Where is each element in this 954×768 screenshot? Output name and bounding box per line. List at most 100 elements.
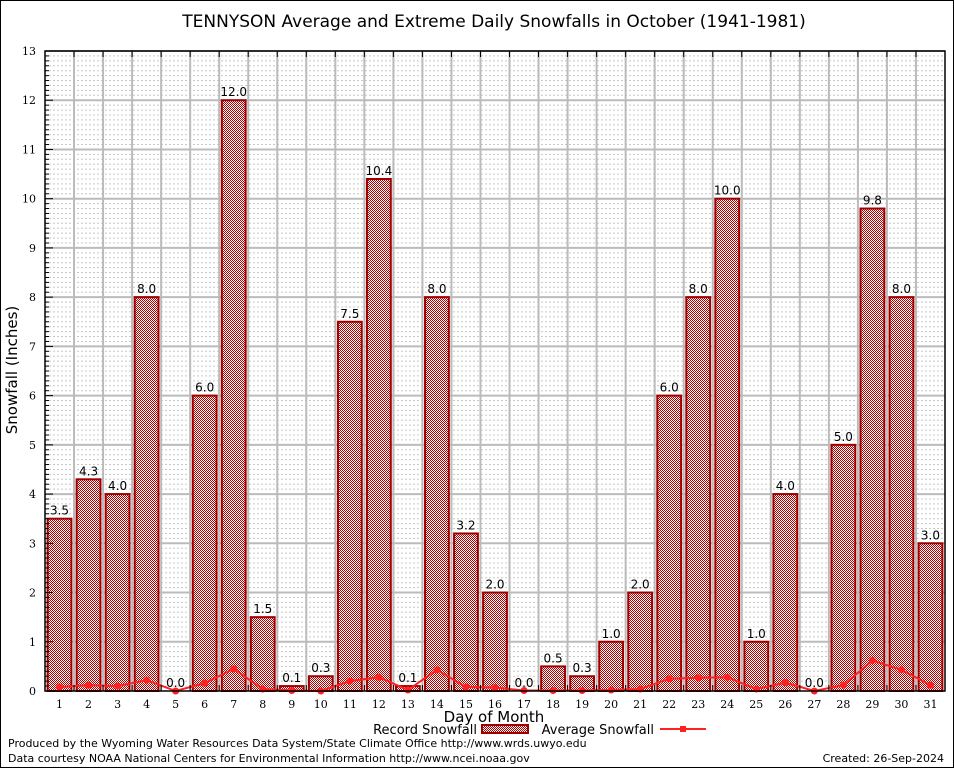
x-tick-label: 1: [56, 698, 63, 711]
legend-record-swatch: [481, 724, 529, 734]
record-bar: [772, 493, 799, 693]
average-point: [897, 666, 905, 674]
bar-value-label: 1.0: [602, 627, 621, 641]
record-bar: [453, 532, 479, 693]
y-tick-label: 4: [29, 488, 36, 501]
y-tick-label: 1: [29, 636, 36, 649]
plot-border: [44, 50, 946, 692]
record-bar: [104, 493, 131, 693]
x-tick-label: 8: [259, 698, 266, 711]
bar-value-label: 2.0: [485, 578, 504, 592]
bar-value-label: 5.0: [834, 430, 853, 444]
y-tick-label: 8: [29, 291, 36, 304]
average-point: [346, 677, 354, 685]
average-point: [201, 679, 209, 687]
x-tick-label: 10: [314, 698, 328, 711]
record-bar: [917, 542, 944, 692]
x-tick-label: 6: [201, 698, 208, 711]
bar-value-label: 1.0: [747, 627, 766, 641]
average-point: [665, 675, 673, 683]
x-tick-label: 15: [459, 698, 473, 711]
record-bar: [714, 197, 741, 692]
average-point: [433, 666, 441, 674]
x-tick-label: 13: [401, 698, 415, 711]
average-point: [114, 682, 122, 690]
x-tick-label: 20: [604, 698, 618, 711]
bar-value-label: 8.0: [892, 282, 911, 296]
record-bar: [656, 394, 683, 692]
y-tick-label: 7: [29, 340, 36, 353]
record-bar: [685, 296, 712, 692]
chart-title: TENNYSON Average and Extreme Daily Snowf…: [181, 12, 805, 32]
record-bar: [830, 443, 857, 692]
bar-value-label: 6.0: [195, 381, 214, 395]
y-tick-label: 10: [22, 193, 36, 206]
bar-value-label: 0.1: [282, 671, 301, 685]
average-point: [868, 656, 876, 664]
x-tick-label: 31: [923, 698, 937, 711]
average-point: [375, 673, 383, 681]
x-tick-label: 25: [749, 698, 763, 711]
record-bar: [888, 296, 915, 692]
footer-produced: Produced by the Wyoming Water Resources …: [8, 737, 587, 750]
record-bar: [743, 640, 770, 692]
y-axis-label: Snowfall (Inches): [3, 306, 21, 434]
y-tick-label: 11: [22, 143, 36, 156]
bar-value-label: 0.0: [166, 676, 185, 690]
bar-value-label: 0.3: [573, 661, 592, 675]
record-bar: [133, 296, 160, 692]
average-point: [723, 673, 731, 681]
average-point: [143, 676, 151, 684]
x-tick-label: 26: [778, 698, 792, 711]
x-tick-label: 14: [430, 698, 444, 711]
average-point: [404, 686, 412, 694]
bar-value-label: 10.4: [366, 164, 393, 178]
bar-value-label: 8.0: [689, 282, 708, 296]
y-tick-label: 6: [29, 390, 36, 403]
bar-value-label: 9.8: [863, 194, 882, 208]
average-point: [839, 681, 847, 689]
bar-value-label: 0.1: [398, 671, 417, 685]
y-tick-label: 12: [22, 94, 36, 107]
average-point: [462, 683, 470, 691]
record-bar: [598, 640, 625, 692]
bar-value-label: 0.3: [311, 661, 330, 675]
bar-value-label: 4.3: [79, 464, 98, 478]
record-bar: [75, 478, 102, 692]
record-bar: [365, 178, 392, 692]
bar-value-label: 8.0: [137, 282, 156, 296]
x-tick-label: 16: [488, 698, 502, 711]
record-bar: [249, 616, 276, 693]
legend-record-label: Record Snowfall: [373, 723, 477, 738]
average-point: [781, 679, 789, 687]
footer-courtesy: Data courtesy NOAA National Centers for …: [8, 752, 530, 765]
x-tick-label: 4: [143, 698, 150, 711]
y-tick-label: 3: [29, 537, 36, 550]
record-bar: [220, 99, 247, 692]
average-point: [85, 681, 93, 689]
bar-value-label: 2.0: [631, 578, 650, 592]
x-tick-label: 9: [288, 698, 295, 711]
x-tick-label: 17: [517, 698, 531, 711]
x-tick-label: 23: [691, 698, 705, 711]
average-point: [56, 683, 64, 691]
y-tick-label: 2: [29, 587, 36, 600]
bar-value-label: 4.0: [776, 479, 795, 493]
bar-value-label: 12.0: [220, 85, 247, 99]
x-tick-label: 7: [230, 698, 237, 711]
x-tick-label: 19: [575, 698, 589, 711]
y-tick-label: 5: [29, 439, 36, 452]
x-tick-label: 11: [343, 698, 357, 711]
x-tick-label: 2: [85, 698, 92, 711]
record-bar: [859, 207, 886, 693]
record-bar: [482, 591, 508, 692]
x-tick-label: 3: [114, 698, 121, 711]
bar-value-label: 4.0: [108, 479, 127, 493]
x-tick-label: 30: [894, 698, 908, 711]
bar-value-label: 3.0: [921, 528, 940, 542]
average-point: [607, 686, 615, 694]
x-tick-label: 29: [865, 698, 879, 711]
average-point: [491, 684, 499, 692]
bar-value-label: 10.0: [714, 184, 741, 198]
x-tick-label: 21: [633, 698, 647, 711]
